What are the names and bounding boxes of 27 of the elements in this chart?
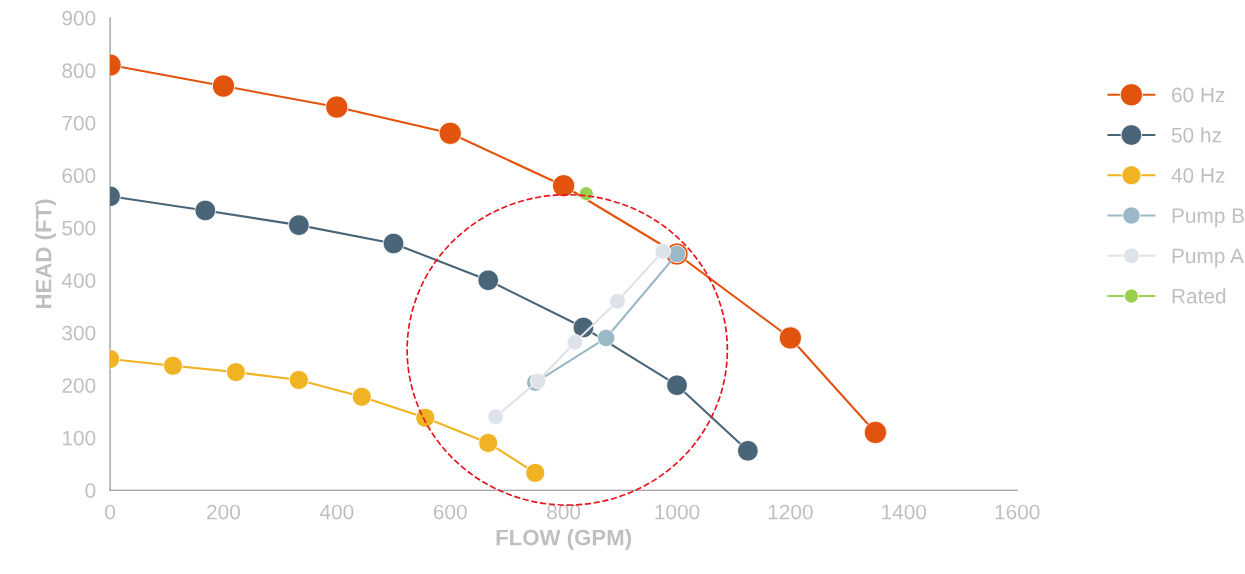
x-tick-label: 400: [319, 504, 354, 520]
y-tick-label: 300: [62, 325, 96, 341]
legend-label: 50 hz: [1171, 127, 1221, 143]
y-tick-label: 700: [62, 115, 96, 131]
legend-label: Rated: [1172, 288, 1226, 304]
x-tick-label: 1200: [768, 504, 813, 520]
x-tick-label: 1400: [882, 504, 927, 520]
legend-label: Pump A: [1172, 248, 1244, 268]
x-tick-label: 0: [105, 504, 116, 520]
y-tick-label: 0: [85, 483, 96, 498]
legend-label: Pump B: [1172, 208, 1244, 228]
x-tick-label: 1000: [655, 504, 700, 520]
x-tick-label: 200: [207, 504, 241, 520]
legend-label: 40 Hz: [1171, 168, 1225, 183]
y-tick-label: 200: [62, 378, 96, 393]
legend-label: 60 Hz: [1172, 87, 1225, 103]
y-tick-label: 400: [61, 273, 96, 288]
x-axis-title: FLOW (GPM): [496, 529, 632, 550]
y-tick-label: 500: [62, 220, 96, 236]
x-tick-label: 800: [547, 504, 581, 520]
y-axis-title: HEAD (FT): [35, 199, 56, 309]
y-tick-label: 600: [62, 168, 96, 184]
x-tick-label: 1600: [995, 504, 1040, 520]
y-tick-label: 100: [63, 430, 96, 446]
x-tick-label: 600: [433, 504, 467, 520]
y-tick-label: 900: [62, 10, 96, 26]
y-tick-label: 800: [62, 63, 96, 79]
